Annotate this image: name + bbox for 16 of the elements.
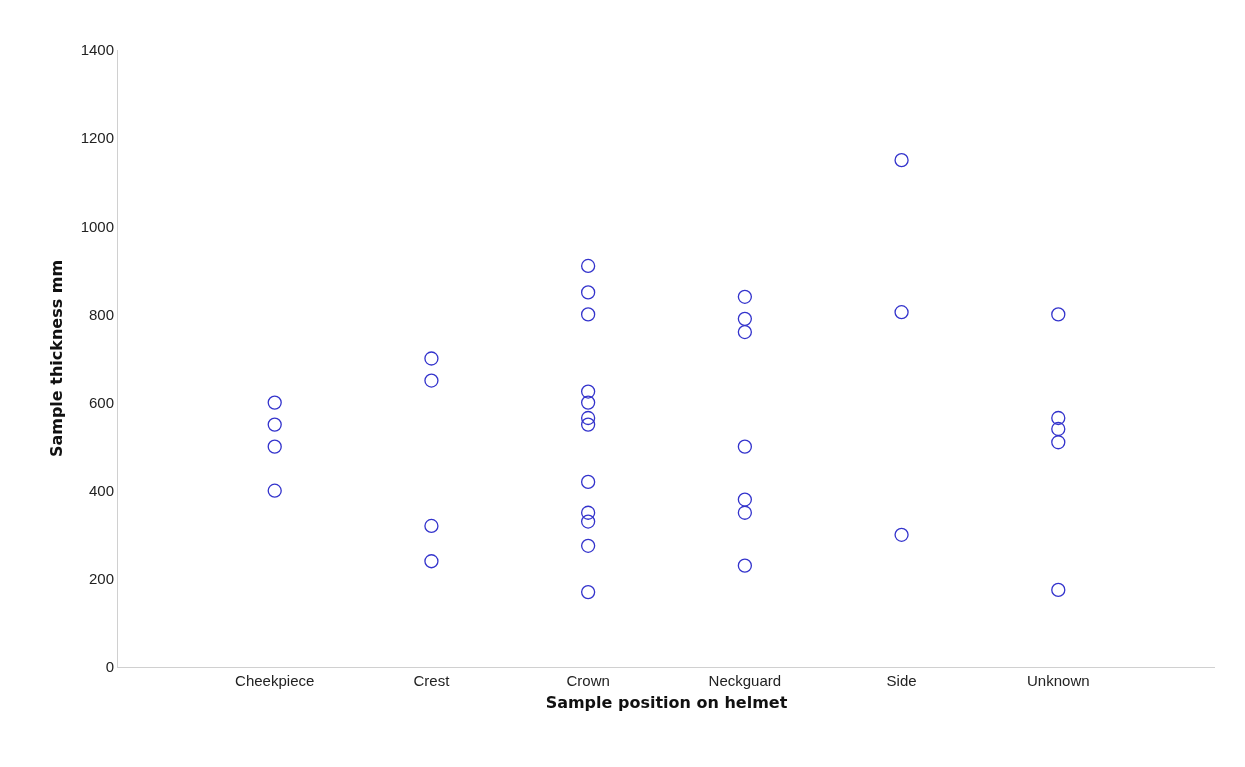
y-tick-label: 800 — [88, 305, 114, 323]
x-tick-label: Cheekpiece — [235, 672, 315, 689]
y-tick-label: 1400 — [80, 41, 114, 59]
y-axis-title: Sample thickness mm — [46, 259, 66, 458]
y-tick-label: 1000 — [80, 217, 114, 235]
x-tick-label: Side — [886, 672, 917, 689]
x-tick-label: Unknown — [1027, 672, 1090, 689]
y-tick-label: 1200 — [80, 129, 114, 147]
y-tick-label: 400 — [88, 481, 114, 499]
y-tick-label: 200 — [88, 570, 114, 588]
y-tick-label: 600 — [88, 393, 114, 411]
x-axis-title: Sample position on helmet — [545, 692, 788, 712]
x-tick-label: Neckguard — [708, 672, 782, 689]
x-tick-label: Crown — [566, 672, 610, 689]
x-tick-label: Crest — [413, 672, 451, 689]
y-tick-label: 0 — [105, 658, 114, 676]
